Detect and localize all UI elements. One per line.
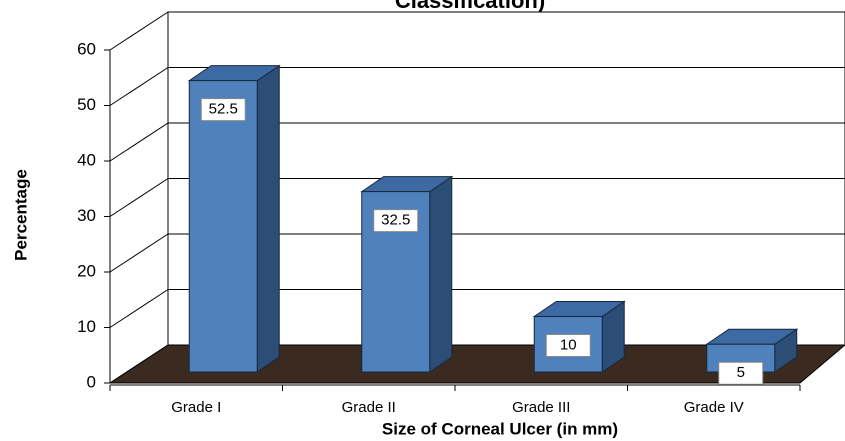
data-label-box <box>718 361 764 385</box>
chart-title: Classification) <box>395 0 545 13</box>
y-tick-label: 20 <box>77 261 96 280</box>
grid-line-side <box>109 178 169 217</box>
x-tick-label: Grade II <box>342 399 396 416</box>
y-axis-title: Percentage <box>11 169 30 261</box>
grid-line-side <box>109 122 169 162</box>
data-label-box <box>373 209 419 233</box>
data-label-box <box>200 98 246 122</box>
x-tick-label: Grade I <box>171 399 221 416</box>
x-axis-title: Size of Corneal Ulcer (in mm) <box>382 419 618 438</box>
y-tick-label: 60 <box>77 39 96 58</box>
data-label: 52.5 <box>209 101 238 118</box>
x-tick-label: Grade IV <box>684 399 744 416</box>
y-tick-label: 50 <box>77 95 96 114</box>
grid-line-side <box>109 289 169 328</box>
data-label: 10 <box>560 336 577 353</box>
floor <box>108 344 845 384</box>
bar-side <box>256 64 280 373</box>
y-tick-label: 30 <box>77 206 96 225</box>
data-label: 32.5 <box>381 212 410 229</box>
data-label-box <box>545 334 591 357</box>
x-tick-label: Grade III <box>512 399 570 416</box>
bar-side <box>429 175 453 373</box>
grid-line-side <box>109 233 169 273</box>
bar <box>361 191 431 373</box>
grid-line-side <box>109 67 169 106</box>
bar <box>188 80 258 373</box>
y-tick-label: 0 <box>87 372 96 391</box>
y-tick-label: 40 <box>77 150 96 169</box>
y-tick-label: 10 <box>77 317 96 336</box>
grid-line-side <box>109 11 169 51</box>
data-label: 5 <box>737 364 745 381</box>
